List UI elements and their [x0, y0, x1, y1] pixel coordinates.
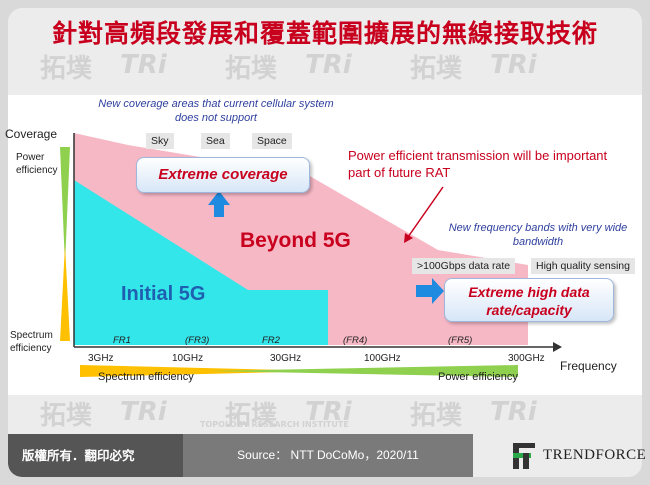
- copyright-notice: 版權所有．翻印必究: [8, 434, 183, 477]
- freq-tick-10ghz: 10GHz: [172, 353, 204, 364]
- freq-tick-300ghz: 300GHz: [508, 353, 545, 364]
- initial-5g-region: [74, 180, 328, 345]
- freq-range-fr2: FR2: [262, 335, 280, 346]
- up-arrow-icon: [208, 191, 230, 217]
- extreme-coverage-callout: Extreme coverage: [136, 157, 310, 193]
- extreme-capacity-callout: Extreme high data rate/capacity: [444, 278, 614, 322]
- freq-tick-3ghz: 3GHz: [88, 353, 114, 364]
- right-arrow-icon: [416, 278, 444, 304]
- watermark: 拓墣: [40, 401, 93, 431]
- freq-tick-100ghz: 100GHz: [364, 353, 401, 364]
- x-axis-arrowhead: [553, 342, 562, 352]
- trendforce-brand: TRENDFORCE: [543, 447, 647, 463]
- watermark: 拓墣: [225, 401, 278, 431]
- power-efficiency-wedge: [60, 147, 70, 265]
- freq-tick-30ghz: 30GHz: [270, 353, 302, 364]
- brand-area: TRENDFORCE: [473, 434, 646, 477]
- watermark: TRi: [490, 397, 537, 427]
- watermark: TRi: [305, 50, 352, 80]
- watermark: TRi: [120, 50, 167, 80]
- band-tag-sensing: High quality sensing: [531, 258, 635, 274]
- left-power-efficiency-label: Power efficiency: [16, 152, 58, 176]
- watermark: TRi: [305, 397, 352, 427]
- coverage-note: New coverage areas that current cellular…: [98, 98, 334, 124]
- x-axis-label: Frequency: [560, 359, 617, 373]
- pointer-arrowhead: [404, 233, 413, 243]
- pointer-line: [407, 186, 444, 238]
- beyond-5g-label: Beyond 5G: [240, 229, 351, 252]
- bottom-spectrum-efficiency-label: Spectrum efficiency: [98, 371, 194, 383]
- watermark: TOPOLOGY RESEARCH INSTITUTE: [200, 420, 349, 429]
- watermark: TRi: [490, 50, 537, 80]
- coverage-tag-space: Space: [252, 133, 292, 149]
- spectrum-efficiency-bottom-wedge: [80, 365, 328, 377]
- watermark: 拓墣: [225, 54, 278, 84]
- freq-range-fr5: (FR5): [448, 335, 473, 346]
- freq-range-fr1: FR1: [113, 335, 131, 346]
- trendforce-logo-icon: [513, 443, 535, 469]
- freq-range-fr4: (FR4): [343, 335, 368, 346]
- left-spectrum-efficiency-label: Spectrum efficiency: [10, 330, 53, 354]
- page-title: 針對高頻段發展和覆蓋範圍擴展的無線接取技術: [51, 19, 598, 48]
- watermark: TRi: [120, 397, 167, 427]
- band-tag-data-rate: >100Gbps data rate: [412, 258, 516, 274]
- coverage-tag-sea: Sea: [201, 133, 230, 149]
- y-axis-label: Coverage: [5, 127, 58, 141]
- power-efficient-note: Power efficient transmission will be imp…: [348, 148, 608, 180]
- coverage-tag-sky: Sky: [146, 133, 174, 149]
- freq-range-fr3: (FR3): [185, 335, 210, 346]
- source-caption: Source： NTT DoCoMo，2020/11: [183, 434, 473, 477]
- spectrum-efficiency-wedge: [60, 245, 70, 341]
- watermark: 拓墣: [410, 54, 463, 84]
- diagram: Coverage Power efficiency Spectrum effic…: [5, 95, 642, 395]
- watermark: 拓墣: [40, 54, 93, 84]
- new-bands-note: New frequency bands with very wide bandw…: [448, 222, 628, 248]
- bottom-power-efficiency-label: Power efficiency: [438, 371, 518, 383]
- watermark: 拓墣: [410, 401, 463, 431]
- initial-5g-label: Initial 5G: [121, 283, 206, 305]
- power-efficiency-bottom-wedge: [208, 365, 518, 377]
